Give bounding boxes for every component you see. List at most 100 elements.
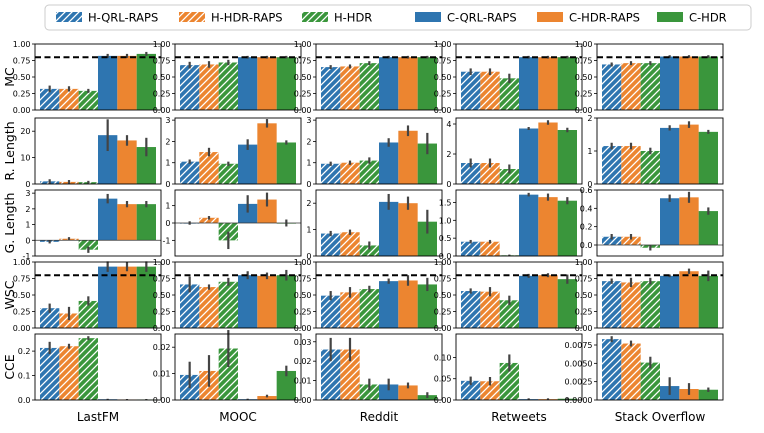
bar-mc-retweets-c-hdr (557, 57, 577, 110)
panel-frame (34, 333, 162, 401)
bar-g-length-retweets-h-qrl-raps-hatch (461, 241, 481, 256)
bar-g-length-stack-overflow-c-hdr-raps (679, 197, 699, 245)
legend-label-h-hdr-raps: H-HDR-RAPS (211, 11, 283, 25)
bar-g-length-lastfm-h-hdr-hatch (78, 240, 98, 250)
bar-wsc-lastfm-c-hdr (136, 266, 156, 328)
bar-g-length-lastfm-c-hdr-raps (117, 204, 137, 241)
row-label-wsc: WSC (2, 280, 17, 309)
bar-r-length-reddit-h-qrl-raps-hatch (321, 163, 341, 184)
y-tick-label: 0 (446, 180, 451, 189)
y-tick-label: 0.50 (153, 291, 171, 300)
y-tick-label: -1 (23, 252, 31, 261)
panel-frame (174, 117, 302, 185)
bar-g-length-reddit-c-hdr-raps (398, 203, 418, 256)
bar-r-length-reddit-c-hdr-raps (398, 130, 418, 184)
y-tick-label: 0.75 (153, 57, 171, 66)
bar-mc-retweets-c-hdr-raps (538, 57, 558, 110)
y-tick-label: 0.5 (439, 234, 452, 243)
y-tick-label: 0.05 (434, 375, 452, 384)
legend: H-QRL-RAPS H-HDR-RAPS H-HDR C-QRL-RAPS C-HDR… (44, 4, 752, 31)
panel-cce-retweets: 0.00 0.05 0.10 (434, 333, 583, 405)
panel-cce-stack-overflow: 0.0000 0.0025 0.0050 0.0075 (565, 333, 724, 405)
bar-mc-reddit-c-hdr (417, 57, 437, 110)
panel-frame (34, 117, 162, 185)
panel-cce-reddit: 0.00 0.01 0.02 0.03 (294, 333, 443, 405)
bar-g-length-retweets-h-hdr-raps-hatch (480, 241, 500, 256)
panel-mc-reddit: 0.00 0.25 0.50 0.75 1.00 (294, 40, 443, 115)
bar-r-length-reddit-h-hdr-hatch (359, 160, 379, 184)
bar-cce-lastfm-h-hdr-raps-hatch (59, 346, 79, 400)
bar-g-length-stack-overflow-h-hdr-raps-hatch (621, 236, 641, 245)
y-tick-label: 0.25 (434, 90, 452, 99)
panel-cce-mooc: 0.00 0.01 0.02 (153, 330, 302, 405)
bar-g-length-retweets-c-hdr (557, 200, 577, 256)
panel-g-length-mooc: -1 0 1 (163, 189, 302, 257)
panel-frame (315, 189, 443, 257)
bar-mc-lastfm-c-hdr (136, 53, 156, 110)
panel-g-length-retweets: 0.0 0.5 1.0 1.5 (439, 189, 583, 261)
column-label-lastfm: LastFM (77, 410, 119, 424)
y-tick-label: 10 (20, 154, 30, 163)
legend-frame (44, 4, 752, 31)
y-tick-label: 1.00 (575, 40, 593, 49)
bar-r-length-stack-overflow-c-qrl-raps (660, 127, 680, 184)
bar-wsc-mooc-c-hdr (276, 275, 296, 328)
bar-r-length-stack-overflow-h-qrl-raps-hatch (602, 146, 622, 184)
panel-r-length-stack-overflow: 0 1 2 (587, 114, 724, 189)
panel-wsc-retweets: 0.00 0.25 0.50 0.75 1.00 (434, 258, 583, 333)
y-tick-label: 2 (587, 114, 592, 123)
bar-mc-reddit-h-hdr-hatch (359, 63, 379, 110)
bar-g-length-lastfm-c-hdr (136, 204, 156, 241)
y-tick-label: 0.6 (580, 186, 593, 195)
y-tick-label: 0.50 (13, 73, 31, 82)
y-tick-label: 0 (25, 236, 30, 245)
panel-g-length-reddit: 0 1 2 (306, 189, 443, 261)
row-label-cce: CCE (2, 354, 17, 379)
bar-wsc-retweets-c-hdr (557, 279, 577, 328)
column-labels: LastFM MOOC Reddit Retweets Stack Overflow (77, 410, 706, 424)
bar-wsc-reddit-h-qrl-raps-hatch (321, 295, 341, 328)
y-tick-label: 0.50 (153, 73, 171, 82)
bar-mc-stack-overflow-c-hdr (698, 56, 718, 110)
y-tick-label: 1.5 (439, 198, 452, 207)
legend-swatch-c-hdr-raps (537, 12, 563, 22)
bar-wsc-lastfm-c-qrl-raps (98, 266, 118, 328)
bar-wsc-lastfm-h-hdr-raps-hatch (59, 313, 79, 328)
bar-cce-stack-overflow-h-hdr-raps-hatch (621, 343, 641, 400)
y-tick-label: 0.0 (18, 396, 31, 405)
bar-r-length-lastfm-c-hdr (136, 147, 156, 184)
bar-g-length-stack-overflow-c-qrl-raps (660, 198, 680, 245)
panel-r-length-lastfm: 0 10 20 (20, 117, 162, 189)
y-tick-label: 0.00 (575, 106, 593, 115)
panel-frame (596, 333, 724, 401)
bar-mc-reddit-c-qrl-raps (379, 57, 399, 110)
y-tick-label: 1.00 (434, 258, 452, 267)
bar-g-length-stack-overflow-h-qrl-raps-hatch (602, 236, 622, 245)
y-tick-label: 1 (587, 147, 592, 156)
y-tick-label: 3 (306, 116, 311, 125)
row-label-g-length: G. Length (2, 193, 17, 254)
bar-r-length-mooc-c-qrl-raps (238, 144, 258, 184)
bar-g-length-reddit-c-hdr (417, 221, 437, 256)
bar-cce-retweets-h-hdr-hatch (499, 362, 519, 400)
bar-mc-retweets-h-qrl-raps-hatch (461, 71, 481, 110)
y-tick-label: 0.00 (13, 106, 31, 115)
bar-wsc-stack-overflow-h-qrl-raps-hatch (602, 281, 622, 328)
y-tick-label: 0 (165, 219, 170, 228)
y-tick-label: 0.00 (13, 324, 31, 333)
bar-cce-mooc-h-hdr-hatch (218, 348, 238, 400)
bar-g-length-reddit-h-hdr-raps-hatch (340, 232, 360, 256)
y-tick-label: -1 (163, 236, 171, 245)
y-tick-label: 0.0 (439, 252, 452, 261)
panel-frame (34, 189, 162, 257)
bar-cce-reddit-h-qrl-raps-hatch (321, 349, 341, 400)
bar-r-length-stack-overflow-h-hdr-hatch (640, 151, 660, 184)
bar-g-length-mooc-c-hdr-raps (257, 199, 277, 223)
y-tick-label: 0.4 (580, 204, 593, 213)
bar-mc-stack-overflow-h-hdr-raps-hatch (621, 63, 641, 110)
bar-cce-lastfm-h-qrl-raps-hatch (40, 347, 60, 400)
bar-mc-retweets-h-hdr-hatch (499, 78, 519, 110)
bar-r-length-mooc-c-hdr (276, 142, 296, 184)
y-tick-label: 0.50 (434, 291, 452, 300)
